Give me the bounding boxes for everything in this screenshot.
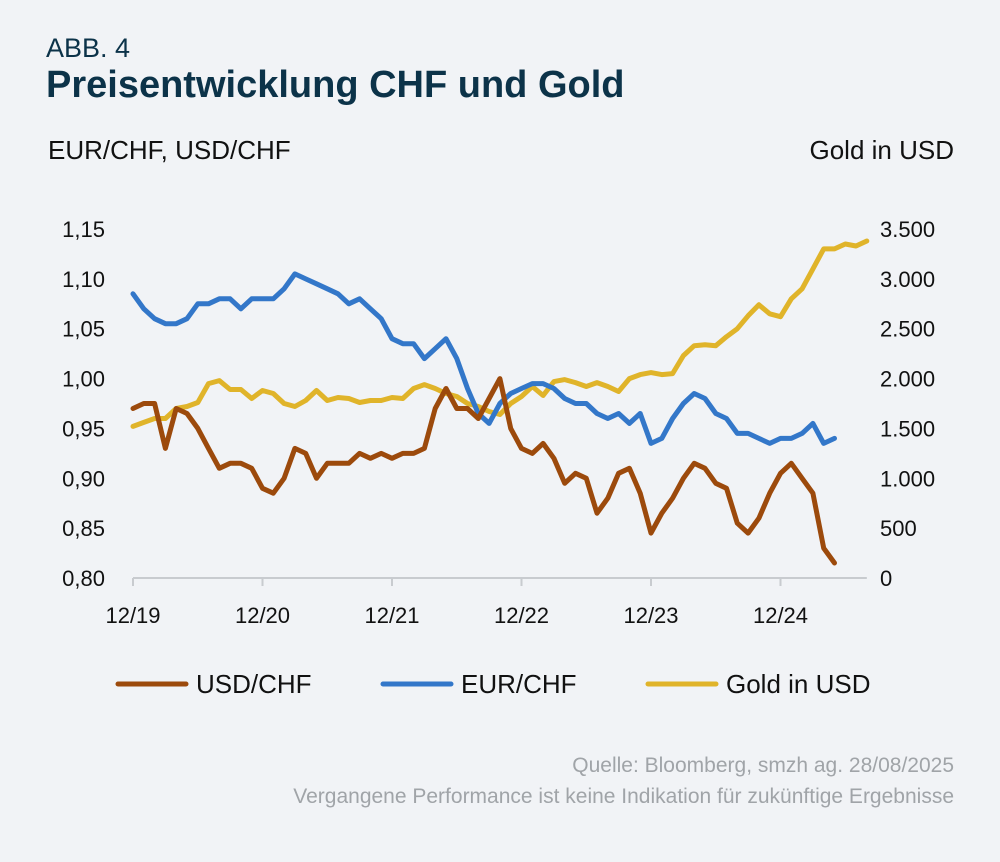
legend-label: USD/CHF xyxy=(196,669,312,699)
right-y-tick-label: 1.000 xyxy=(880,466,935,491)
right-y-tick-label: 500 xyxy=(880,516,917,541)
left-y-tick-label: 1,05 xyxy=(62,317,105,342)
left-y-tick-label: 1,10 xyxy=(62,267,105,292)
left-y-tick-label: 0,85 xyxy=(62,516,105,541)
left-y-tick-label: 0,80 xyxy=(62,566,105,591)
source-text: Quelle: Bloomberg, smzh ag. 28/08/2025 xyxy=(572,754,954,777)
right-y-tick-label: 3.500 xyxy=(880,217,935,242)
right-y-tick-label: 1.500 xyxy=(880,416,935,441)
legend-label: EUR/CHF xyxy=(461,669,577,699)
right-axis-label: Gold in USD xyxy=(809,135,955,165)
x-tick-label: 12/20 xyxy=(235,603,290,628)
series-line-eur-chf xyxy=(130,271,837,446)
left-y-tick-label: 1,15 xyxy=(62,217,105,242)
figure-label: ABB. 4 xyxy=(46,33,131,63)
x-tick-label: 12/21 xyxy=(364,603,419,628)
source-note: Quelle: Bloomberg, smzh ag. 28/08/2025 V… xyxy=(293,750,954,812)
series-line-usd-chf xyxy=(130,376,837,566)
x-tick-label: 12/24 xyxy=(753,603,808,628)
right-y-tick-label: 0 xyxy=(880,566,892,591)
legend-label: Gold in USD xyxy=(726,669,871,699)
left-y-tick-label: 0,90 xyxy=(62,466,105,491)
right-y-tick-label: 3.000 xyxy=(880,267,935,292)
series-line-gold-in-usd xyxy=(130,238,870,429)
disclaimer-text: Vergangene Performance ist keine Indikat… xyxy=(293,785,954,808)
right-y-tick-label: 2.500 xyxy=(880,317,935,342)
left-y-tick-label: 1,00 xyxy=(62,367,105,392)
right-y-tick-label: 2.000 xyxy=(880,367,935,392)
x-tick-label: 12/19 xyxy=(105,603,160,628)
x-tick-label: 12/22 xyxy=(494,603,549,628)
left-y-tick-label: 0,95 xyxy=(62,416,105,441)
chart-title: Preisentwicklung CHF und Gold xyxy=(46,64,625,106)
x-tick-label: 12/23 xyxy=(623,603,678,628)
left-axis-label: EUR/CHF, USD/CHF xyxy=(48,135,291,165)
